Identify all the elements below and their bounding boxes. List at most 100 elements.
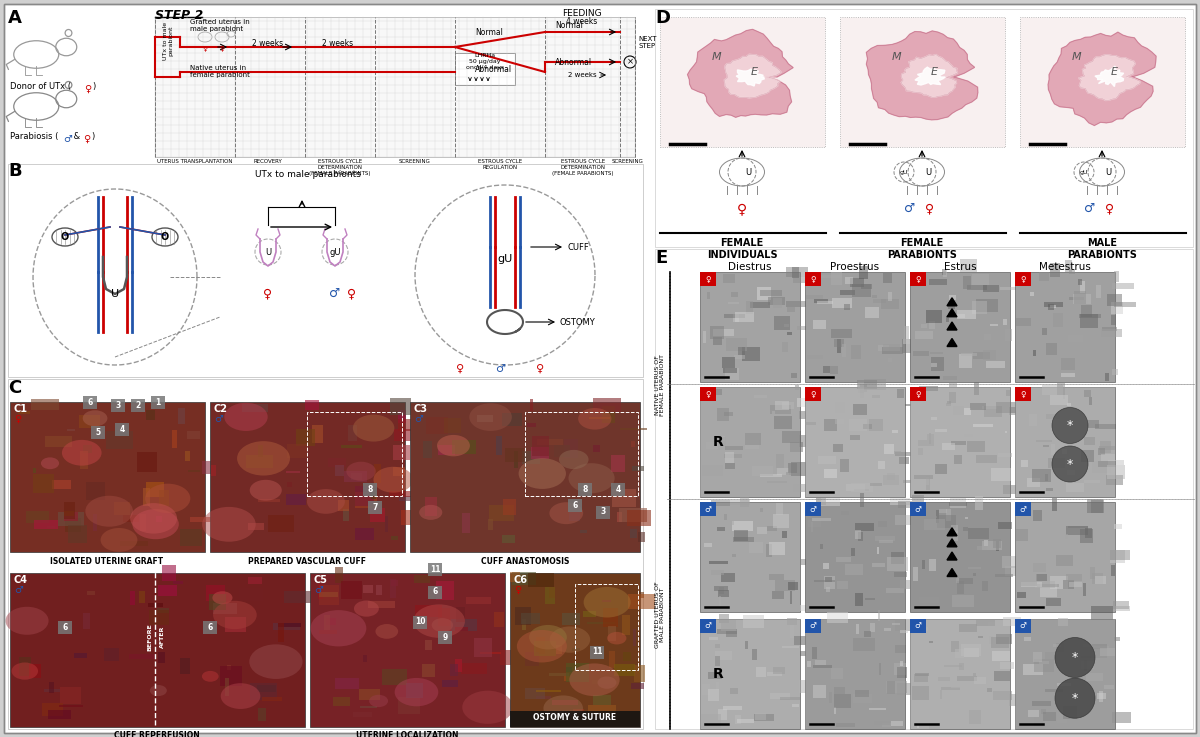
Ellipse shape — [462, 691, 514, 724]
Ellipse shape — [370, 695, 388, 707]
Bar — [566, 663, 589, 682]
Bar — [812, 518, 832, 521]
Bar — [910, 387, 1010, 497]
Text: FEMALE
PARABIONTS: FEMALE PARABIONTS — [887, 238, 956, 259]
Bar — [971, 403, 986, 410]
Text: U: U — [110, 289, 119, 299]
Text: ): ) — [92, 82, 95, 91]
Bar — [425, 640, 432, 650]
Bar — [930, 352, 943, 354]
Bar — [474, 638, 492, 657]
Bar — [865, 307, 880, 318]
Bar — [503, 499, 516, 514]
Bar — [805, 272, 821, 286]
Bar — [832, 272, 841, 285]
Bar — [1092, 573, 1103, 584]
Bar — [1043, 713, 1056, 721]
Bar — [805, 387, 905, 497]
Polygon shape — [947, 309, 958, 317]
Bar — [1037, 584, 1058, 587]
Bar — [854, 690, 869, 697]
Bar — [775, 581, 796, 590]
Bar — [787, 303, 796, 312]
Bar — [32, 468, 36, 472]
Bar — [806, 295, 823, 299]
Bar — [704, 503, 710, 509]
Bar — [1039, 272, 1049, 281]
Bar — [414, 575, 430, 583]
Bar — [722, 357, 736, 368]
Bar — [1003, 617, 1020, 626]
Bar — [996, 540, 1000, 551]
Bar — [286, 470, 300, 473]
Bar — [583, 611, 595, 617]
Text: 2: 2 — [136, 400, 140, 410]
Bar — [709, 637, 718, 640]
Text: 6: 6 — [572, 500, 577, 509]
Text: ♀: ♀ — [14, 414, 22, 424]
Bar — [715, 656, 720, 666]
Polygon shape — [947, 322, 958, 330]
Bar — [732, 554, 737, 556]
Ellipse shape — [373, 467, 413, 492]
Bar — [655, 9, 1193, 247]
Bar — [757, 287, 772, 300]
Text: C4: C4 — [14, 575, 28, 585]
Bar — [390, 579, 396, 598]
Bar — [534, 640, 557, 656]
Bar — [617, 511, 623, 522]
Ellipse shape — [550, 626, 590, 653]
Bar — [515, 607, 532, 626]
Bar — [788, 582, 798, 590]
Bar — [719, 614, 730, 623]
Bar — [700, 387, 800, 497]
Bar — [959, 579, 973, 584]
Bar — [139, 591, 145, 603]
Bar — [1084, 644, 1092, 647]
Bar — [856, 593, 863, 606]
Bar — [120, 541, 148, 545]
Text: NEXT
STEP: NEXT STEP — [638, 35, 656, 49]
Bar — [894, 663, 906, 675]
Text: ♀: ♀ — [220, 45, 224, 51]
Bar — [772, 591, 785, 598]
Bar — [58, 511, 84, 526]
Bar — [958, 581, 964, 594]
Bar — [947, 401, 950, 404]
Bar — [793, 277, 809, 283]
Bar — [973, 425, 992, 427]
Bar — [1069, 582, 1082, 587]
Bar — [34, 520, 58, 529]
Bar — [736, 312, 754, 321]
Bar — [774, 316, 790, 329]
Bar — [937, 515, 955, 528]
Bar — [400, 496, 414, 501]
Bar — [716, 437, 726, 450]
Bar — [10, 573, 305, 727]
Text: ♂: ♂ — [329, 287, 341, 300]
Text: 8: 8 — [367, 484, 373, 494]
Ellipse shape — [221, 683, 260, 709]
Bar — [966, 285, 986, 290]
Text: U: U — [1105, 167, 1111, 176]
Bar — [660, 17, 826, 147]
Bar — [827, 612, 847, 623]
Bar — [818, 456, 836, 464]
Bar — [64, 511, 74, 516]
Bar — [1003, 484, 1025, 494]
Bar — [258, 708, 265, 722]
Bar — [942, 443, 955, 450]
Bar — [332, 696, 350, 706]
Bar — [925, 310, 942, 323]
Text: 4 weeks: 4 weeks — [566, 17, 598, 26]
Text: PREPARED VASCULAR CUFF: PREPARED VASCULAR CUFF — [248, 556, 366, 565]
Bar — [425, 497, 437, 517]
Bar — [995, 574, 1013, 577]
Bar — [972, 274, 989, 285]
Bar — [832, 298, 852, 308]
Bar — [1110, 551, 1130, 560]
Bar — [859, 494, 864, 507]
Bar — [722, 274, 734, 283]
Bar — [948, 324, 954, 329]
Polygon shape — [947, 568, 958, 576]
